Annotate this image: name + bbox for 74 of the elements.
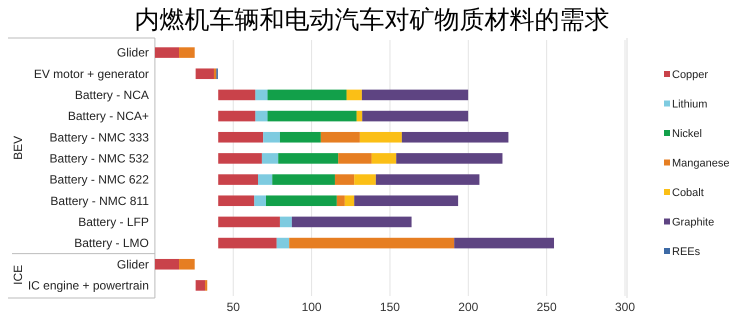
legend-label: Copper (672, 69, 708, 81)
bar (263, 132, 280, 143)
y-tick-label: EV motor + generator (34, 66, 149, 81)
bar (320, 132, 360, 143)
bar (214, 68, 216, 80)
bar (336, 195, 345, 206)
bar (255, 110, 268, 122)
bar (218, 174, 258, 185)
bar (372, 153, 396, 164)
x-tick-label: 150 (380, 300, 400, 314)
bar (268, 90, 347, 100)
x-tick-label: 100 (302, 300, 322, 314)
chart-title: 内燃机车辆和电动汽车对矿物质材料的需求 (134, 6, 610, 34)
bar (154, 47, 180, 58)
bar (218, 132, 264, 143)
bar (276, 238, 290, 248)
bar (272, 174, 335, 185)
bar (289, 238, 454, 248)
bar (218, 238, 277, 248)
legend-label: Lithium (672, 98, 708, 110)
y-tick-label: Battery - NMC 333 (50, 130, 150, 144)
bar (196, 280, 206, 291)
bar (255, 90, 268, 100)
legend-label: Nickel (672, 128, 702, 140)
bar (218, 90, 256, 100)
bar (179, 47, 195, 58)
bar (196, 68, 214, 80)
bar (338, 153, 372, 164)
bar (356, 110, 362, 122)
bar (179, 258, 195, 270)
legend-label: REEs (672, 246, 701, 258)
y-tick-label: Battery - NMC 532 (50, 151, 150, 166)
y-tick-label: Battery - LFP (78, 214, 149, 229)
bar (218, 195, 254, 206)
bar (254, 195, 266, 206)
y-tick-label: Battery - NCA (74, 88, 149, 102)
bar (292, 216, 412, 228)
bar (218, 216, 280, 228)
bar (354, 174, 376, 185)
bar (360, 132, 402, 143)
bar (344, 195, 354, 206)
y-tick-label: IC engine + powertrain (28, 278, 149, 292)
y-tick-label: Battery - NMC 811 (50, 194, 150, 208)
bar (154, 258, 180, 270)
bar (396, 153, 502, 164)
bar (402, 132, 508, 143)
x-tick-label: 300 (614, 300, 636, 314)
bar (334, 174, 354, 185)
y-tick-label: Battery - NCA+ (68, 109, 149, 124)
bar (262, 153, 278, 164)
x-tick-label: 50 (226, 300, 240, 314)
bar (268, 110, 357, 122)
legend-label: Manganese (672, 158, 730, 170)
x-tick-label: 200 (458, 300, 479, 314)
y-tick-label: Battery - NMC 622 (50, 172, 150, 187)
bar (218, 153, 262, 164)
bar (346, 90, 362, 100)
y-tick-label: Battery - LMO (74, 236, 149, 250)
bar (218, 110, 256, 122)
y-tick-label: Glider (116, 257, 149, 272)
y-tick-label: Glider (116, 46, 149, 60)
bar (362, 90, 468, 100)
legend-label: Cobalt (672, 187, 704, 199)
bar (376, 174, 480, 185)
bar (280, 216, 292, 228)
bar (266, 195, 337, 206)
bar (454, 238, 554, 248)
x-tick-label: 250 (536, 300, 557, 314)
bar (278, 153, 338, 164)
bar (354, 195, 458, 206)
bar (280, 132, 321, 143)
bar (258, 174, 272, 185)
legend-label: Graphite (672, 216, 714, 228)
bar (362, 110, 468, 122)
